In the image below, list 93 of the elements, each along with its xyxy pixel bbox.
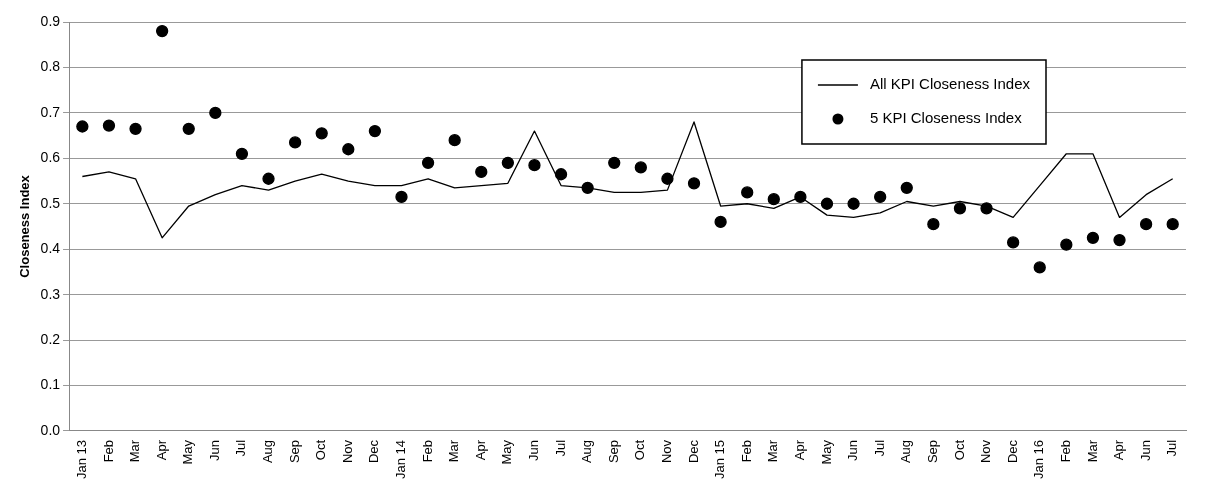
point <box>475 165 488 179</box>
x-tick-label: Mar <box>446 439 462 463</box>
legend-label: All KPI Closeness Index <box>869 75 1031 93</box>
point <box>1086 231 1100 244</box>
y-axis-title: Closeness Index <box>17 174 33 278</box>
legend-label: 5 KPI Closeness Index <box>869 109 1023 127</box>
x-tick-label: Aug <box>260 439 276 464</box>
y-tick-label: 0.8 <box>40 58 61 75</box>
point <box>1060 238 1073 251</box>
x-tick-label: Jul <box>1164 439 1180 457</box>
x-tick-label: Feb <box>1057 439 1073 463</box>
point <box>874 190 887 204</box>
point <box>235 147 249 160</box>
point <box>182 122 195 135</box>
x-tick-label: Mar <box>765 439 781 463</box>
point <box>76 120 89 133</box>
x-tick-label: Jan 16 <box>1031 439 1047 480</box>
x-tick-label: Apr <box>472 439 488 461</box>
point <box>102 119 116 132</box>
point <box>820 197 834 210</box>
point <box>528 158 541 172</box>
x-tick-label: Dec <box>685 439 701 464</box>
y-tick-label: 0.5 <box>40 194 61 211</box>
x-tick-label: Dec <box>366 439 382 464</box>
point <box>129 122 142 135</box>
x-tick-label: Sep <box>924 439 940 464</box>
point <box>634 161 647 174</box>
point <box>608 156 621 170</box>
point <box>767 193 780 206</box>
x-tick-label: Jun <box>526 439 542 461</box>
point <box>1006 236 1020 249</box>
y-tick-label: 0.7 <box>40 103 61 120</box>
point <box>847 197 860 210</box>
x-tick-label: Dec <box>1004 439 1020 464</box>
point <box>288 136 302 149</box>
x-tick-label: Oct <box>632 439 648 461</box>
x-tick-label: Mar <box>1084 439 1100 463</box>
x-tick-label: May <box>499 439 515 465</box>
point <box>155 24 169 38</box>
x-tick-label: Jun <box>206 439 222 461</box>
y-tick-label: 0.4 <box>40 240 61 257</box>
x-tick-label: May <box>818 439 834 465</box>
x-tick-label: May <box>180 439 196 465</box>
x-tick-label: Apr <box>1111 439 1127 461</box>
point <box>342 143 355 156</box>
point <box>714 215 727 229</box>
y-tick-label: 0.0 <box>40 421 61 438</box>
x-tick-label: Apr <box>791 439 807 461</box>
x-tick-label: Nov <box>659 439 674 464</box>
point <box>448 134 461 147</box>
point <box>687 177 701 190</box>
point <box>741 186 754 199</box>
x-tick-label: Jan 13 <box>73 439 89 480</box>
x-tick-label: Jan 15 <box>712 439 728 480</box>
x-tick-label: Jul <box>233 439 249 457</box>
point <box>368 124 382 138</box>
point <box>1139 218 1153 231</box>
x-tick-label: Feb <box>100 439 116 463</box>
x-tick-label: Jul <box>552 439 568 457</box>
point <box>927 218 940 231</box>
x-tick-label: Aug <box>898 439 914 464</box>
x-tick-label: Jan 14 <box>393 439 409 480</box>
point <box>262 172 275 185</box>
x-tick-label: Sep <box>286 439 302 464</box>
x-tick-label: Oct <box>951 439 967 461</box>
point <box>1033 261 1046 274</box>
x-tick-label: Feb <box>738 439 754 463</box>
x-tick-label: Jul <box>871 439 887 457</box>
point <box>421 156 435 170</box>
x-tick-label: Feb <box>419 439 435 463</box>
y-tick-label: 0.1 <box>40 376 61 393</box>
point <box>1113 233 1126 247</box>
y-tick-label: 0.2 <box>40 330 61 347</box>
point <box>554 168 568 181</box>
point <box>900 181 913 195</box>
point <box>209 106 222 120</box>
x-tick-label: Sep <box>605 439 621 464</box>
x-tick-label: Aug <box>579 439 595 464</box>
x-tick-label: Mar <box>127 439 143 463</box>
point <box>501 156 515 170</box>
x-tick-label: Nov <box>339 439 355 464</box>
point <box>395 190 408 204</box>
x-tick-label: Oct <box>313 439 329 461</box>
x-tick-label: Jun <box>1137 439 1153 461</box>
y-tick-label: 0.6 <box>40 149 61 166</box>
y-tick-label: 0.9 <box>40 12 61 29</box>
x-tick-label: Apr <box>153 439 169 461</box>
x-tick-label: Nov <box>978 439 994 464</box>
x-tick-label: Jun <box>845 439 861 461</box>
point <box>953 202 967 215</box>
y-tick-label: 0.3 <box>40 285 61 302</box>
point <box>315 127 328 140</box>
point <box>1166 218 1179 231</box>
